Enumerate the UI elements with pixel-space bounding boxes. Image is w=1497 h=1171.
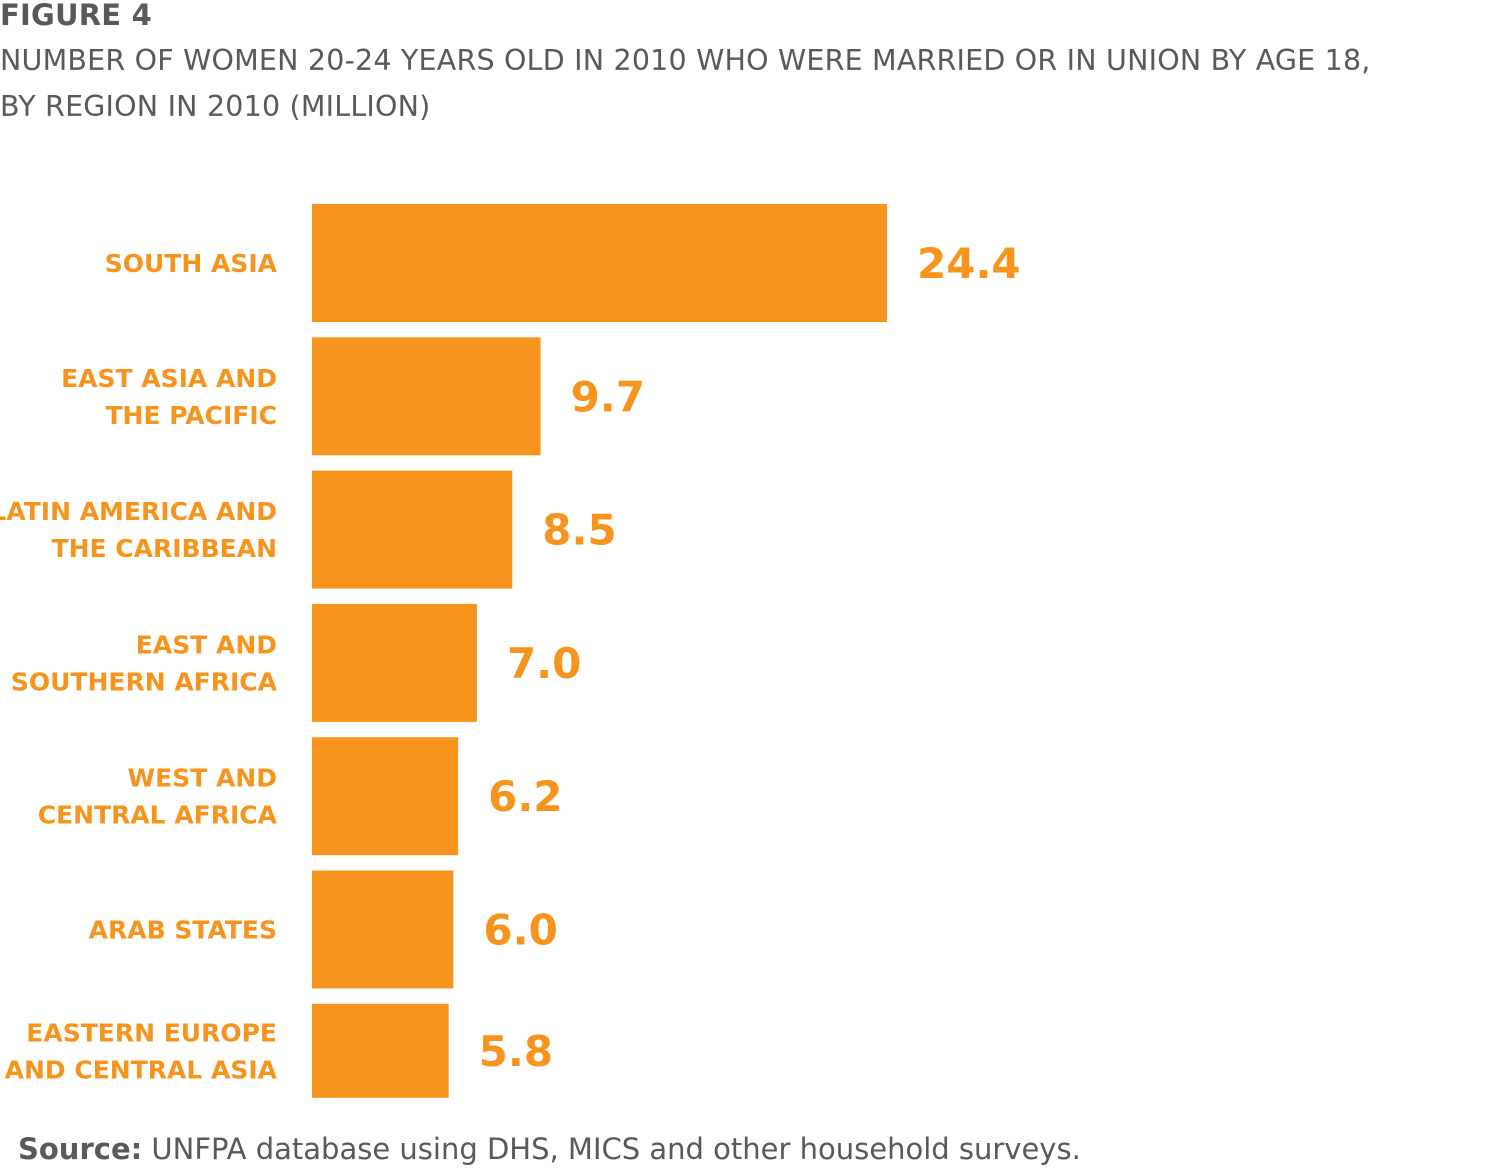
category-label: ARAB STATES xyxy=(89,916,277,945)
category-label-line: CENTRAL AFRICA xyxy=(38,801,278,830)
bar xyxy=(312,737,459,856)
category-label-line: ARAB STATES xyxy=(89,916,277,945)
category-label: EASTERN EUROPE AND CENTRAL ASIA xyxy=(5,1018,278,1084)
category-label: EAST AND SOUTHERN AFRICA xyxy=(11,630,278,696)
chart-title: NUMBER OF WOMEN 20-24 YEARS OLD IN 2010 … xyxy=(0,38,1497,130)
figure-label: FIGURE 4 xyxy=(0,0,152,32)
bar-value-label: 9.7 xyxy=(571,372,645,421)
bar-value-label: 7.0 xyxy=(507,639,581,688)
source-prefix: Source: xyxy=(18,1132,143,1166)
category-label-line: THE CARIBBEAN xyxy=(52,534,277,563)
category-label-line: SOUTHERN AFRICA xyxy=(11,667,278,696)
category-label-line: EASTERN EUROPE xyxy=(26,1018,277,1047)
bar xyxy=(312,337,541,456)
bar-value-label: 24.4 xyxy=(917,239,1021,288)
source-note: Source: UNFPA database using DHS, MICS a… xyxy=(18,1132,1081,1166)
category-label-line: SOUTH ASIA xyxy=(105,249,278,278)
bar xyxy=(312,470,513,589)
bar xyxy=(312,1003,449,1098)
category-label-line: EAST ASIA AND xyxy=(61,364,277,393)
bar-value-label: 5.8 xyxy=(479,1027,553,1076)
source-text: UNFPA database using DHS, MICS and other… xyxy=(142,1132,1081,1166)
bar xyxy=(312,603,477,722)
bar xyxy=(312,204,887,322)
category-label-line: THE PACIFIC xyxy=(105,401,277,430)
chart-title-line-1: NUMBER OF WOMEN 20-24 YEARS OLD IN 2010 … xyxy=(0,44,1371,77)
category-label-line: LATIN AMERICA AND xyxy=(0,497,277,526)
category-label-line: EAST AND xyxy=(136,630,277,659)
category-label-line: WEST AND xyxy=(128,764,277,793)
chart-title-line-2: BY REGION IN 2010 (MILLION) xyxy=(0,90,431,123)
bar-value-label: 8.5 xyxy=(542,506,616,555)
category-label-line: AND CENTRAL ASIA xyxy=(5,1055,278,1084)
category-label: EAST ASIA AND THE PACIFIC xyxy=(61,364,277,430)
bar-value-label: 6.2 xyxy=(488,772,562,821)
bar-value-label: 6.0 xyxy=(483,906,557,955)
category-label: WEST AND CENTRAL AFRICA xyxy=(38,764,278,830)
category-label: LATIN AMERICA AND THE CARIBBEAN xyxy=(0,497,277,563)
bar xyxy=(312,870,454,989)
category-label: SOUTH ASIA xyxy=(105,249,278,278)
